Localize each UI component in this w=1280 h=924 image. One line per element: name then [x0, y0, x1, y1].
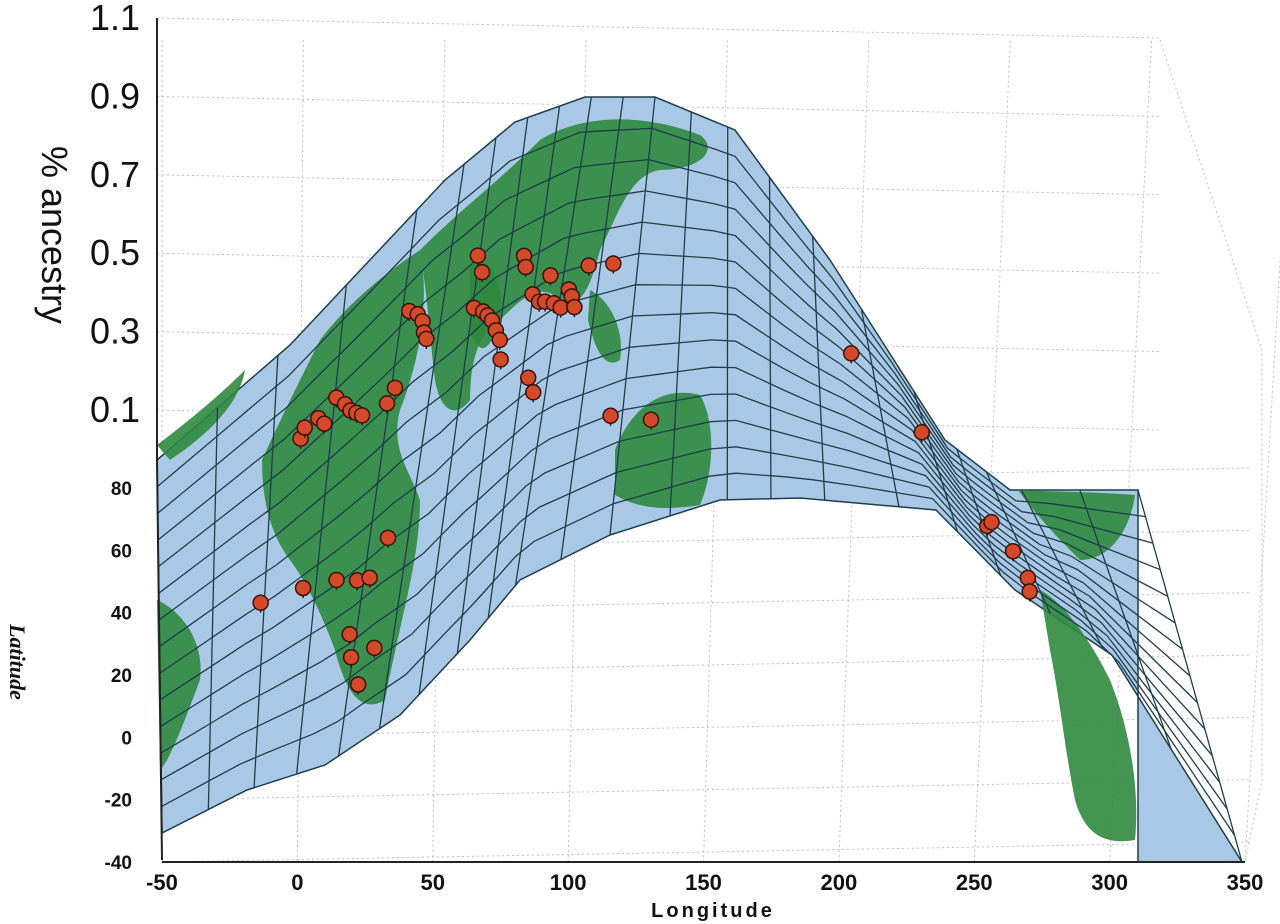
ancestry-point: [605, 255, 622, 272]
ancestry-point: [342, 649, 360, 666]
latitude-tick-label: 60: [111, 541, 132, 562]
z-tick-label: 0.7: [90, 154, 140, 195]
ancestry-point: [642, 411, 660, 428]
mesh-line-parallel: [160, 446, 1228, 810]
z-tick-label: 1.1: [90, 0, 140, 38]
ancestry-point: [328, 571, 345, 589]
latitude-axis-ticks: 80 60 40 20 0 -20 -40: [105, 479, 132, 874]
world-map-land: [157, 119, 1137, 842]
mesh-line-parallel: [159, 366, 1206, 730]
longitude-axis-ticks: -50 0 50 100 150 200 250 300 350: [146, 870, 1263, 895]
ancestry-point: [366, 639, 383, 657]
land-asia: [420, 119, 708, 411]
grid-line-lat: [161, 841, 1251, 863]
lat-axis-line: [156, 459, 163, 861]
latitude-axis-label: Latitude: [5, 623, 30, 700]
mesh-line-meridian: [1021, 489, 1104, 650]
longitude-axis-label: Longitude: [651, 900, 775, 922]
longitude-tick-label: 150: [685, 870, 722, 895]
longitude-tick-label: 300: [1091, 870, 1128, 895]
ancestry-point: [566, 298, 583, 316]
ancestry-point: [379, 529, 397, 547]
grid-line-lon: [973, 39, 1011, 863]
ancestry-point: [842, 345, 860, 362]
longitude-tick-label: -50: [146, 870, 178, 895]
latitude-tick-label: -40: [105, 853, 132, 874]
longitude-tick-label: 0: [291, 870, 303, 895]
ancestry-point: [469, 247, 487, 264]
longitude-tick-label: 50: [421, 870, 445, 895]
grid-line-z: [156, 17, 1161, 39]
land-southeast-asia: [588, 290, 621, 363]
land-europe-africa: [262, 250, 424, 705]
mesh-line-parallel: [161, 472, 1236, 836]
latitude-tick-label: 20: [111, 666, 132, 687]
ancestry-point: [519, 369, 537, 386]
mesh-line-parallel: [160, 393, 1213, 757]
z-tick-label: 0.1: [90, 389, 140, 430]
latitude-tick-label: 40: [111, 604, 132, 625]
mesh-line-parallel: [159, 339, 1198, 704]
mesh-line-parallel: [158, 252, 1176, 624]
ancestry-point: [542, 267, 559, 284]
ancestry-point: [349, 676, 367, 693]
z-axis-ticks: 1.1 0.9 0.7 0.5 0.3 0.1: [90, 0, 140, 430]
mesh-line-parallel: [156, 127, 1146, 518]
ancestry-point: [378, 395, 396, 412]
ancestry-point: [1004, 543, 1022, 560]
z-tick-label: 0.9: [90, 75, 140, 116]
z-tick-label: 0.5: [90, 232, 140, 273]
ancestry-point: [517, 258, 534, 276]
latitude-tick-label: -20: [105, 791, 132, 812]
ancestry-point: [316, 415, 333, 432]
grid-line-lon: [1244, 254, 1280, 863]
ancestry-point: [1019, 569, 1037, 587]
ancestry-point: [983, 513, 1000, 531]
mesh-line-parallel: [157, 158, 1154, 544]
ancestry-point: [602, 407, 619, 424]
ancestry-point: [492, 351, 509, 368]
z-tick-label: 0.3: [90, 311, 140, 352]
z-axis-label: % ancestry: [34, 146, 75, 324]
mesh-line-parallel: [158, 221, 1169, 597]
land-australia: [615, 392, 712, 508]
ancestry-point: [491, 331, 508, 349]
grid-line-lat: [161, 779, 1251, 801]
ancestry-point: [418, 330, 435, 348]
ancestry-point: [1021, 583, 1038, 600]
latitude-tick-label: 80: [111, 479, 132, 500]
ancestry-point: [252, 594, 269, 611]
mesh-line-parallel: [160, 419, 1221, 783]
longitude-tick-label: 100: [550, 870, 587, 895]
ancestry-points: [252, 247, 1038, 695]
ancestry-point: [580, 257, 597, 274]
land-western-edge: [157, 600, 201, 770]
ancestry-point: [361, 569, 378, 586]
ancestry-point: [296, 419, 313, 436]
land-south-america: [1040, 590, 1137, 842]
grid-line-lon: [1109, 39, 1153, 863]
grid-box-edge: [1159, 39, 1263, 863]
land-north-america-west: [157, 370, 245, 460]
ancestry-point: [473, 263, 491, 281]
longitude-tick-label: 350: [1227, 870, 1264, 895]
latitude-tick-label: 0: [121, 728, 132, 749]
ancestry-point: [294, 579, 312, 597]
mesh-line-parallel: [157, 190, 1161, 571]
ancestry-point: [552, 299, 569, 316]
ancestry-point: [913, 424, 931, 441]
ancestry-point: [353, 407, 371, 424]
ancestry-point: [341, 626, 358, 643]
land-america-upper: [1018, 490, 1135, 560]
ancestry-point: [524, 384, 542, 401]
ancestry-point: [386, 379, 404, 397]
chart-axes: [156, 18, 1245, 863]
longitude-tick-label: 250: [956, 870, 993, 895]
longitude-tick-label: 200: [821, 870, 858, 895]
mesh-line-parallel: [158, 284, 1183, 650]
